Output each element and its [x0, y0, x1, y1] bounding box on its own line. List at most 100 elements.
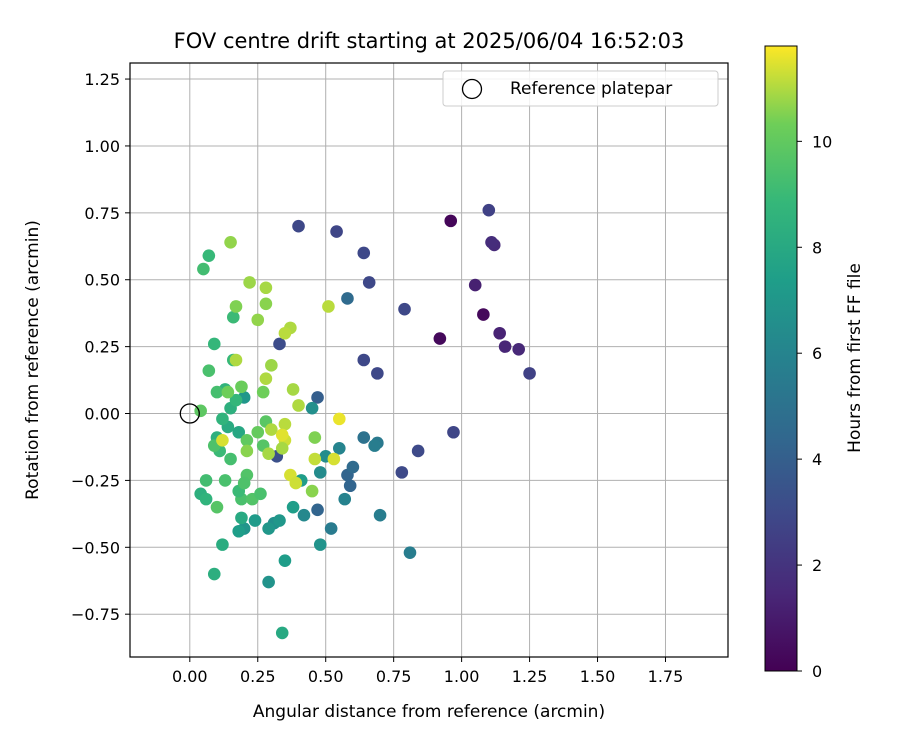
data-point	[262, 575, 275, 589]
data-point	[482, 203, 496, 217]
x-tick-label: 1.75	[648, 667, 684, 686]
y-tick-label: 1.00	[84, 137, 120, 156]
data-point	[333, 441, 346, 455]
colorbar-tick-label: 0	[812, 662, 822, 681]
data-point	[305, 484, 319, 498]
data-point	[273, 514, 286, 527]
data-point	[523, 367, 536, 380]
data-point	[229, 393, 243, 407]
legend: Reference platepar	[442, 70, 719, 107]
data-point	[322, 300, 335, 313]
data-point	[265, 423, 278, 436]
colorbar: 0 2 4 6 8 10 Hours from first FF file	[764, 45, 865, 681]
data-point	[254, 487, 267, 501]
data-point	[259, 281, 273, 295]
y-tick-label: 0.25	[84, 338, 120, 357]
data-point	[357, 353, 371, 367]
data-point	[232, 524, 246, 538]
x-tick-label: 0.00	[172, 667, 208, 686]
data-point	[324, 522, 338, 535]
data-point	[275, 428, 289, 442]
data-point	[327, 452, 341, 466]
colorbar-tick-label: 6	[812, 344, 822, 363]
data-point	[373, 508, 387, 522]
plot-frame	[129, 62, 729, 658]
data-point	[216, 412, 229, 426]
data-point	[218, 474, 232, 487]
y-tick-label: 0.75	[84, 204, 120, 223]
data-point	[313, 466, 327, 479]
data-point	[343, 479, 357, 493]
reference-platepar-marker	[179, 403, 200, 424]
data-point	[262, 447, 275, 460]
data-point	[197, 262, 210, 276]
data-point	[202, 364, 216, 378]
data-point	[346, 460, 360, 474]
data-point	[216, 538, 229, 551]
data-point	[256, 385, 270, 399]
data-point	[371, 367, 384, 380]
y-tick-label: 0.00	[84, 405, 120, 424]
data-point	[411, 444, 425, 458]
data-point	[398, 302, 411, 316]
y-axis-ticks: −0.75 −0.50 −0.25 0.00 0.25 0.50 0.75 1.00 1.25	[71, 70, 130, 624]
data-point	[243, 276, 256, 289]
data-point	[357, 246, 371, 260]
data-point	[259, 372, 273, 386]
data-point	[251, 313, 265, 327]
chart-title: FOV centre drift starting at 2025/06/04 …	[174, 29, 685, 53]
data-point	[286, 383, 300, 396]
data-point	[289, 476, 303, 490]
x-axis-ticks: 0.00 0.25 0.50 0.75 1.00 1.25 1.50 1.75	[172, 657, 683, 686]
x-tick-label: 0.75	[376, 667, 412, 686]
data-point	[444, 214, 458, 228]
data-point	[207, 337, 221, 351]
data-point	[493, 326, 506, 340]
y-tick-label: 1.25	[84, 70, 120, 89]
data-point	[275, 441, 289, 455]
data-point	[235, 511, 248, 525]
data-point	[468, 278, 482, 292]
data-point	[357, 431, 371, 444]
data-point	[210, 500, 224, 514]
y-axis-label: Rotation from reference (arcmin)	[23, 220, 43, 500]
y-tick-label: −0.25	[71, 471, 120, 490]
data-point	[330, 225, 343, 238]
data-point	[248, 514, 262, 527]
colorbar-tick-label: 2	[812, 556, 822, 575]
data-point	[278, 417, 292, 431]
colorbar-gradient	[764, 45, 798, 672]
data-point	[308, 452, 322, 466]
x-tick-label: 0.50	[308, 667, 344, 686]
y-tick-label: 0.50	[84, 271, 120, 290]
data-point	[221, 385, 235, 399]
x-tick-label: 0.25	[240, 667, 276, 686]
colorbar-tick-label: 10	[812, 132, 832, 151]
data-point	[395, 466, 409, 479]
data-point	[207, 567, 221, 581]
data-point	[477, 308, 490, 321]
colorbar-tick-label: 4	[812, 450, 822, 469]
data-point	[273, 337, 286, 351]
y-tick-label: −0.75	[71, 605, 120, 624]
data-point	[311, 503, 324, 517]
data-point	[232, 425, 246, 439]
data-point	[338, 492, 352, 506]
data-point	[311, 391, 324, 404]
data-point	[447, 425, 460, 439]
data-point	[308, 431, 322, 444]
data-point	[224, 452, 237, 466]
data-point	[305, 401, 319, 415]
data-point	[240, 433, 254, 447]
data-point	[512, 342, 525, 356]
data-point	[297, 508, 311, 522]
data-point	[433, 332, 447, 345]
data-point	[226, 310, 240, 324]
data-point	[237, 476, 251, 490]
data-point	[485, 235, 498, 249]
x-axis-label: Angular distance from reference (arcmin)	[253, 702, 605, 722]
data-point	[498, 340, 512, 353]
data-point	[229, 353, 243, 367]
data-point	[240, 444, 254, 458]
